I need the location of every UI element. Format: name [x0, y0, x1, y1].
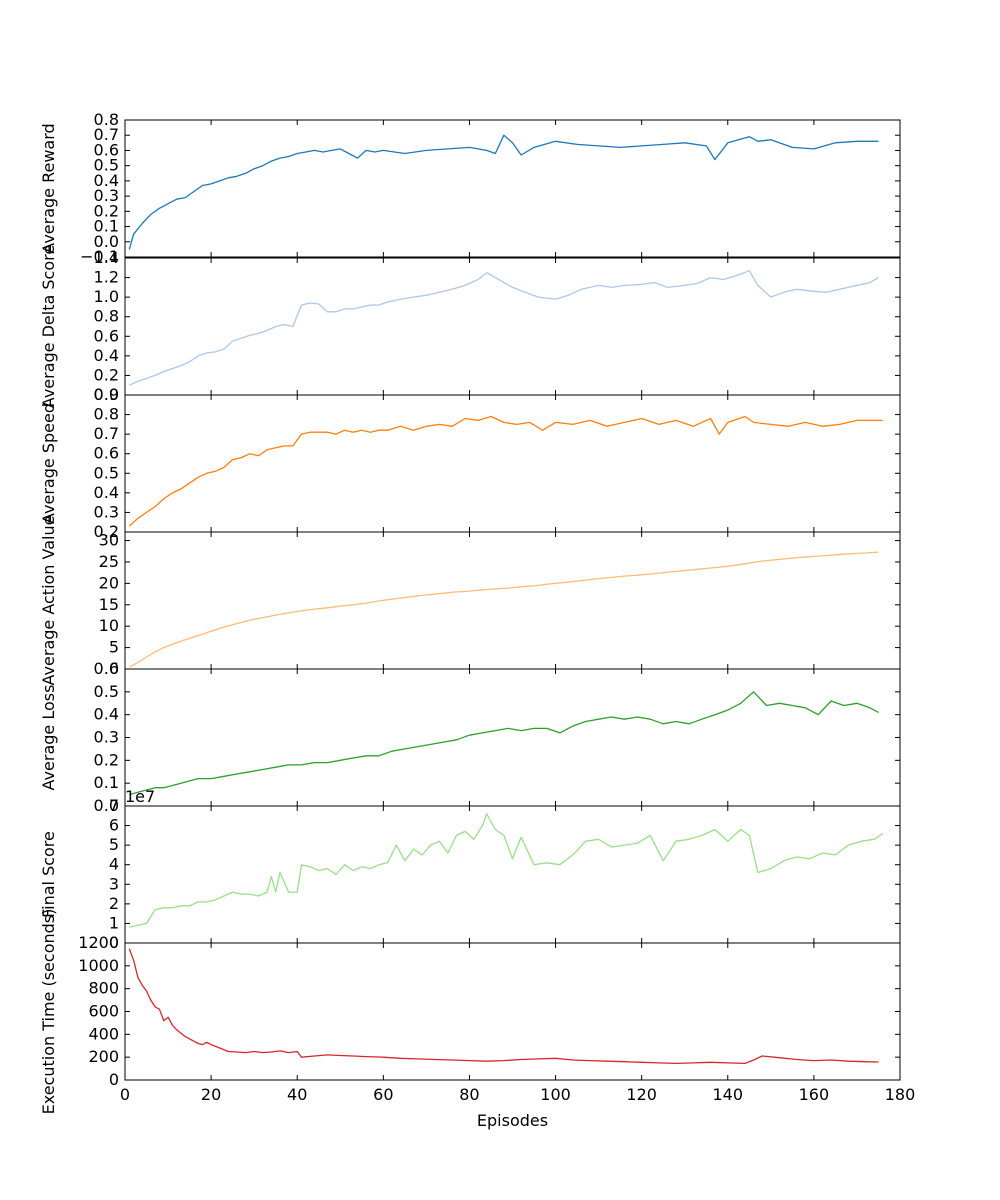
y-tick-label: 0.3: [94, 728, 119, 747]
y-tick-label: 1: [109, 913, 119, 932]
y-tick-label: 0.4: [94, 483, 119, 502]
panel-2: 0.00.20.40.60.81.01.21.4 Average Delta Sc…: [39, 245, 901, 408]
axes-frame: [124, 394, 901, 533]
x-tick-label: 60: [373, 1085, 393, 1104]
y-tick-label: 3: [109, 874, 119, 893]
y-tick-label: 0.5: [94, 156, 119, 175]
y-tick-label: 0.0: [94, 385, 119, 404]
axes-frame: [124, 805, 901, 944]
y-axis-label: Average Action Value: [39, 516, 58, 686]
y-tick-label: 0.7: [94, 424, 119, 443]
y-tick-label: 0.2: [94, 750, 119, 769]
x-tick-label: 180: [885, 1085, 916, 1104]
series-line-5-1: [129, 691, 879, 796]
y-tick-label: 1.0: [94, 287, 119, 306]
y-tick-label: 0.9: [94, 385, 119, 404]
y-tick-label: 1.2: [94, 268, 119, 287]
y-tick-label: 0: [109, 659, 119, 678]
y-tick-label: 0.8: [94, 307, 119, 326]
y-tick-label: 5: [109, 835, 119, 854]
y-tick-label: 0.8: [94, 110, 119, 129]
x-tick-label: 120: [626, 1085, 657, 1104]
y-tick-label: 0: [109, 1070, 119, 1089]
y-axis-label: Execution Time (seconds): [39, 909, 58, 1115]
offset-text: 1e7: [125, 787, 155, 806]
y-tick-label: 0.3: [94, 186, 119, 205]
panel-4: 0 5 10 15 20 25 30 Average Action Value: [39, 516, 901, 686]
y-tick-label: 0.2: [94, 201, 119, 220]
axes-frame: [124, 668, 901, 807]
y-tick-label: 1000: [78, 956, 119, 975]
y-tick-label: 0.2: [94, 522, 119, 541]
y-tick-label: 25: [99, 552, 119, 571]
x-tick-label: 0: [120, 1085, 130, 1104]
y-tick-label: −0.1: [80, 247, 119, 266]
y-tick-label: 0.7: [94, 125, 119, 144]
y-tick-label: 0.2: [94, 365, 119, 384]
y-tick-label: 0.3: [94, 502, 119, 521]
y-tick-label: 0.1: [94, 217, 119, 236]
y-tick-label: 10: [99, 616, 119, 635]
y-tick-label: 15: [99, 595, 119, 614]
y-tick-label: 2: [109, 894, 119, 913]
y-tick-label: 0.0: [94, 232, 119, 251]
y-tick-label: 800: [88, 979, 119, 998]
y-tick-label: 0.8: [94, 405, 119, 424]
panel-5: 0.0 0.1 0.2 0.3 0.4 0.5 0.6 Average Loss: [39, 659, 901, 815]
y-tick-label: 0: [109, 933, 119, 952]
series-line-1-1: [128, 134, 879, 250]
y-tick-label: 20: [99, 573, 119, 592]
y-tick-label: 0.1: [94, 773, 119, 792]
y-axis-label: Average Delta Score: [39, 245, 58, 408]
y-tick-label: 5: [109, 638, 119, 657]
x-tick-label: 140: [713, 1085, 744, 1104]
y-axis-label: Final Score: [39, 831, 58, 918]
y-tick-label: 0.4: [94, 171, 119, 190]
x-tick-label: 20: [201, 1085, 221, 1104]
y-tick-label: 0.6: [94, 444, 119, 463]
y-tick-label: 0.4: [94, 346, 119, 365]
panel-3: 0.20.30.40.50.60.70.80.9 Average Speed: [39, 385, 901, 541]
y-tick-label: 0.6: [94, 140, 119, 159]
y-tick-label: 200: [88, 1047, 119, 1066]
series-line-6-1: [129, 813, 884, 928]
x-tick-label: 160: [799, 1085, 830, 1104]
y-tick-label: 0.6: [94, 659, 119, 678]
axes-frame: [124, 257, 901, 396]
series-line-3-1: [128, 415, 883, 527]
x-tick-label: 40: [287, 1085, 307, 1104]
y-tick-label: 7: [109, 796, 119, 815]
series-line-4-1: [129, 551, 879, 668]
series-line-7-1: [128, 948, 879, 1065]
y-tick-label: 600: [88, 1002, 119, 1021]
axes-frame: [124, 119, 901, 258]
x-axis-label: Episodes: [477, 1111, 548, 1130]
axes-frame: [124, 531, 901, 670]
y-tick-label: 1.4: [94, 248, 119, 267]
y-tick-label: 1200: [78, 933, 119, 952]
x-tick-label: 100: [540, 1085, 571, 1104]
y-tick-label: 0.6: [94, 326, 119, 345]
y-tick-label: 30: [99, 531, 119, 550]
y-tick-label: 0.5: [94, 463, 119, 482]
y-tick-label: 0.4: [94, 705, 119, 724]
y-tick-label: 400: [88, 1024, 119, 1043]
y-tick-label: 0.5: [94, 682, 119, 701]
y-tick-label: 0.0: [94, 796, 119, 815]
panel-1: −0.10.00.10.20.30.40.50.60.70.8 Average R…: [39, 110, 901, 266]
y-tick-label: 4: [109, 855, 119, 874]
y-axis-label: Average Speed: [39, 403, 58, 524]
series-line-2-1: [129, 270, 879, 386]
x-tick-label: 80: [459, 1085, 479, 1104]
y-axis-label: Average Loss: [39, 685, 58, 791]
y-axis-label: Average Reward: [39, 123, 58, 253]
y-tick-label: 6: [109, 816, 119, 835]
